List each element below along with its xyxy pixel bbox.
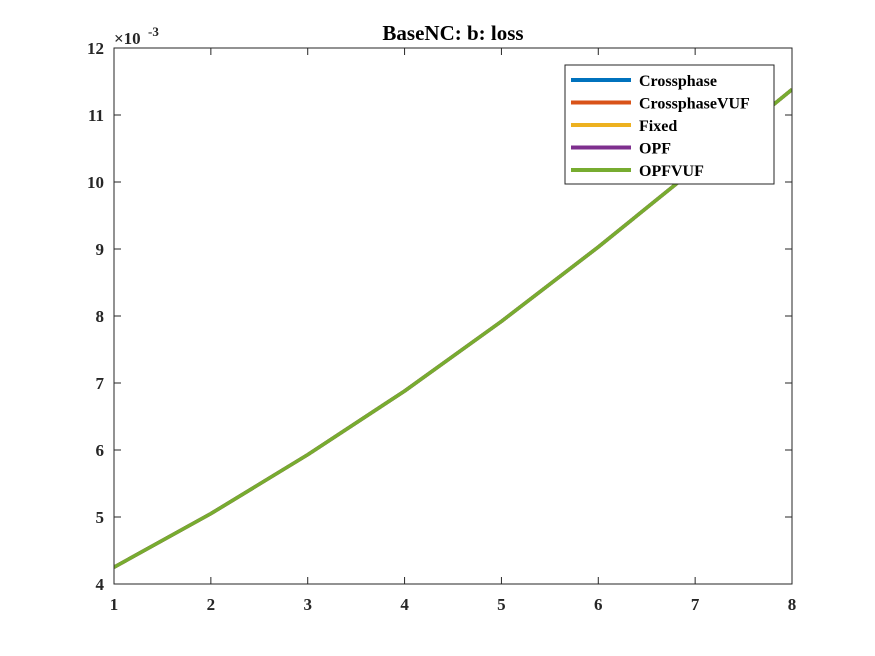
legend-label: OPF — [639, 141, 671, 158]
y-tick-label: 4 — [96, 575, 105, 594]
y-tick-label: 9 — [96, 240, 105, 259]
x-tick-label: 6 — [594, 595, 603, 614]
x-tick-label: 8 — [788, 595, 797, 614]
y-tick-label: 12 — [87, 39, 104, 58]
x-tick-label: 1 — [110, 595, 119, 614]
y-exponent-power: -3 — [148, 24, 159, 39]
y-axis: 4 5 6 7 8 9 10 11 12 — [87, 39, 792, 594]
legend-label: OPFVUF — [639, 163, 704, 180]
legend-label: CrossphaseVUF — [639, 96, 750, 113]
x-tick-label: 5 — [497, 595, 506, 614]
chart-title: BaseNC: b: loss — [382, 21, 523, 45]
y-tick-label: 7 — [96, 374, 105, 393]
x-axis: 1 2 3 4 5 6 7 8 — [110, 48, 797, 614]
x-tick-label: 3 — [303, 595, 312, 614]
y-tick-label: 8 — [96, 307, 105, 326]
y-tick-label: 6 — [96, 441, 105, 460]
x-tick-label: 7 — [691, 595, 700, 614]
legend-label: Fixed — [639, 118, 677, 135]
y-exponent: ×10 -3 — [114, 24, 159, 48]
y-tick-label: 11 — [88, 106, 104, 125]
y-tick-label: 10 — [87, 173, 104, 192]
x-tick-label: 2 — [207, 595, 216, 614]
y-tick-label: 5 — [96, 508, 105, 527]
legend: Crossphase CrossphaseVUF Fixed OPF OPFVUF — [564, 64, 775, 185]
y-exponent-base: ×10 — [114, 29, 141, 48]
x-tick-label: 4 — [400, 595, 409, 614]
legend-label: Crossphase — [639, 73, 717, 90]
